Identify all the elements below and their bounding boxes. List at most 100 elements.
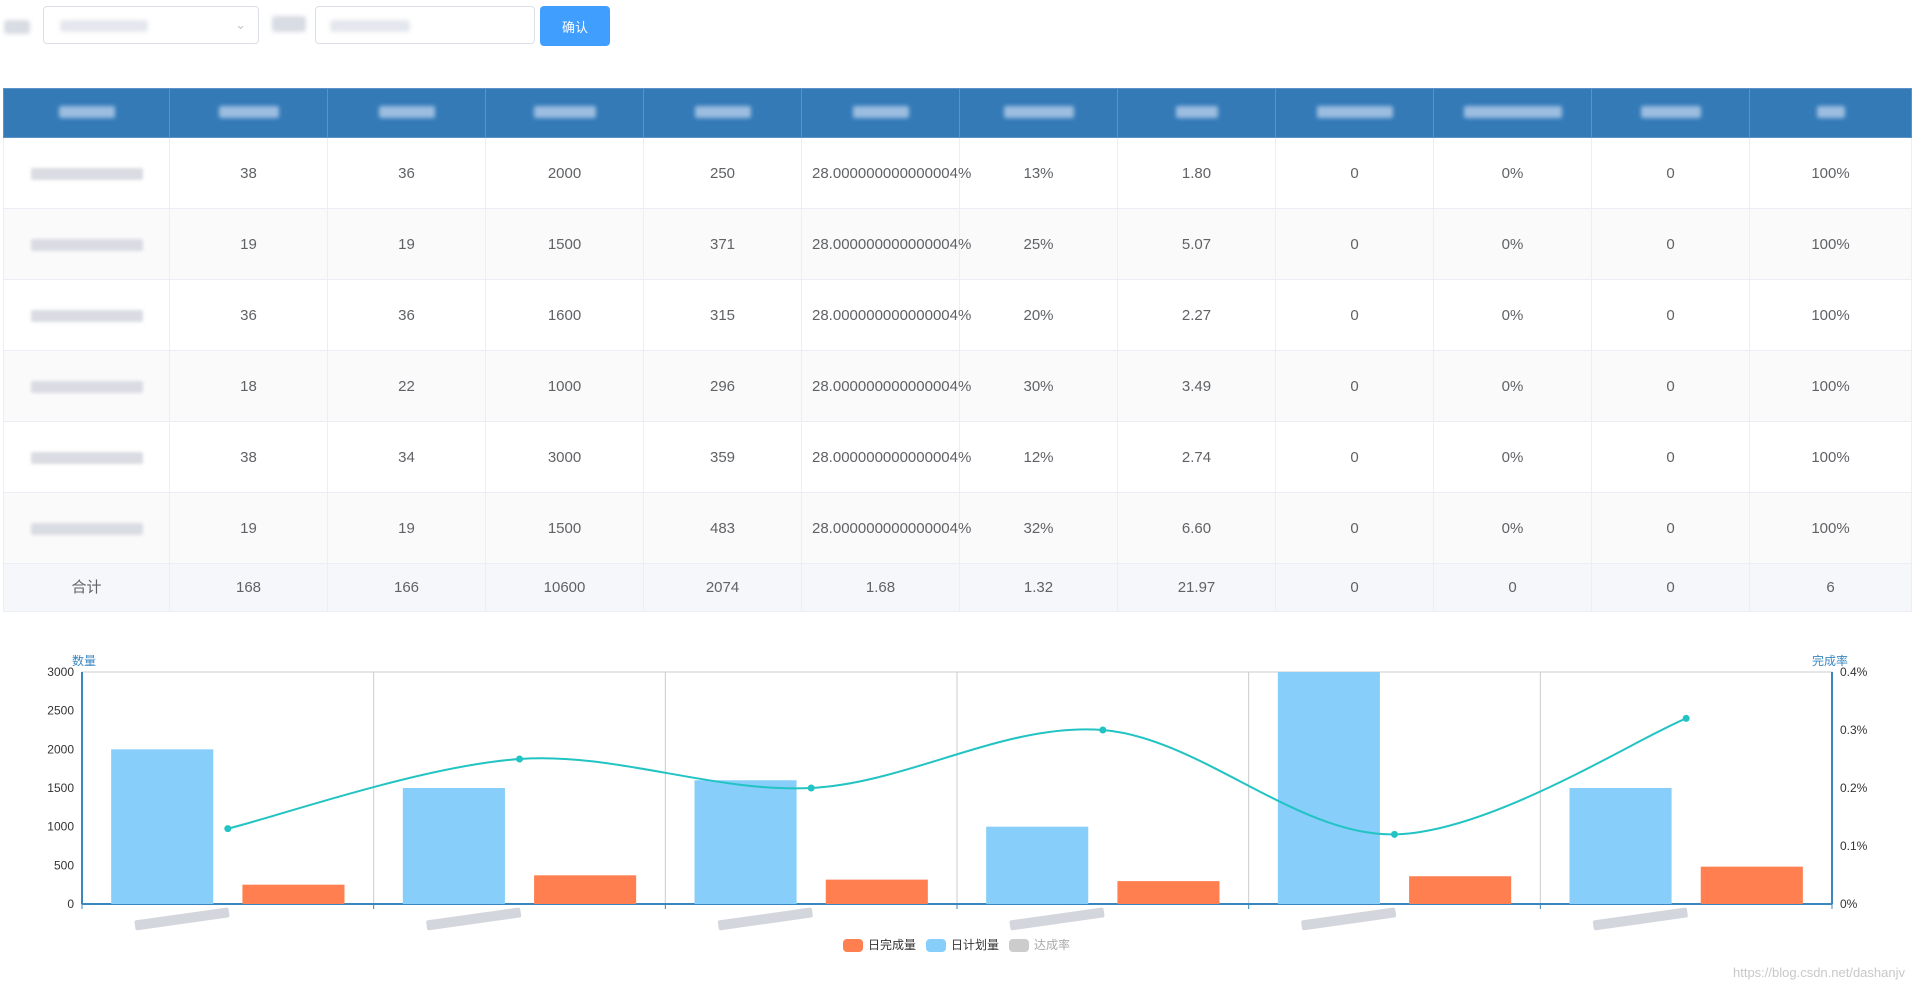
y2-axis-title: 完成率: [1812, 653, 1848, 668]
table-cell: 38: [169, 421, 328, 493]
table-cell: 0: [1275, 492, 1434, 564]
table-cell: 250: [643, 137, 802, 209]
table-cell: 2.74: [1117, 421, 1276, 493]
column-header: [1433, 88, 1592, 138]
y-tick-label: 2500: [47, 704, 74, 718]
category-label: [1009, 907, 1105, 931]
table-cell: 100%: [1749, 137, 1912, 209]
confirm-button[interactable]: 确认: [540, 6, 610, 46]
point-rate: [1099, 726, 1107, 734]
bar-plan: [1277, 672, 1380, 904]
point-rate: [516, 755, 523, 763]
y-tick-label: 1000: [47, 820, 74, 834]
table-cell: 28.000000000000004%: [801, 208, 971, 280]
column-header: [801, 88, 960, 138]
filter-label-1: [4, 20, 30, 34]
table-cell: 1.68: [801, 563, 960, 612]
table-cell: 0: [1591, 208, 1750, 280]
table-cell: 296: [643, 350, 802, 422]
bar-plan: [402, 788, 505, 904]
table-cell: 100%: [1749, 350, 1912, 422]
table-cell: 0%: [1433, 421, 1592, 493]
point-rate: [1682, 714, 1690, 722]
table-cell: 100%: [1749, 279, 1912, 351]
table-cell: 18: [169, 350, 328, 422]
bar-done: [1700, 866, 1803, 904]
table-cell: 36: [169, 279, 328, 351]
table-header-row: [3, 88, 1912, 138]
table-cell: 0%: [1433, 492, 1592, 564]
table-cell: 36: [327, 137, 486, 209]
bar-done: [534, 875, 637, 904]
table-cell: 6: [1749, 563, 1912, 612]
column-header: [1591, 88, 1750, 138]
table-cell: 3000: [485, 421, 644, 493]
point-rate: [807, 784, 815, 792]
filter-input[interactable]: [315, 6, 535, 44]
point-rate: [224, 825, 232, 833]
filter-label-2: [272, 16, 306, 32]
y-tick-label: 2000: [47, 742, 74, 756]
table-row: 38 36 2000 250 28.000000000000004% 13% 1…: [3, 137, 1912, 209]
select-placeholder: [60, 20, 148, 32]
table-cell: 315: [643, 279, 802, 351]
chevron-down-icon: ⌄: [235, 17, 246, 32]
row-name-cell: [3, 208, 170, 280]
table-cell: 0%: [1433, 208, 1592, 280]
table-cell: 0: [1591, 137, 1750, 209]
row-name-cell: [3, 421, 170, 493]
column-header: [485, 88, 644, 138]
table-cell: 168: [169, 563, 328, 612]
total-label: 合计: [3, 563, 170, 612]
table-cell: 21.97: [1117, 563, 1276, 612]
table-cell: 28.000000000000004%: [801, 421, 971, 493]
category-label: [134, 907, 230, 931]
table-cell: 2000: [485, 137, 644, 209]
bar-plan: [986, 826, 1089, 904]
table-cell: 19: [169, 208, 328, 280]
bar-done: [242, 884, 345, 904]
table-total-row: 合计 168 166 10600 2074 1.68 1.32 21.97 0 …: [3, 563, 1912, 612]
table-cell: 5.07: [1117, 208, 1276, 280]
y2-tick-label: 0.1%: [1840, 839, 1868, 853]
table-row: 19 19 1500 483 28.000000000000004% 32% 6…: [3, 492, 1912, 564]
row-name-cell: [3, 279, 170, 351]
table-cell: 19: [327, 492, 486, 564]
column-header: [169, 88, 328, 138]
legend-item: 日完成量: [868, 937, 916, 952]
filter-select[interactable]: ⌄: [43, 6, 259, 44]
column-header: [643, 88, 802, 138]
y2-tick-label: 0%: [1840, 897, 1858, 911]
category-label: [717, 907, 813, 931]
watermark: https://blog.csdn.net/dashanjv: [1732, 965, 1905, 980]
table-cell: 1.80: [1117, 137, 1276, 209]
y2-tick-label: 0.4%: [1840, 665, 1868, 679]
table-cell: 19: [169, 492, 328, 564]
table-row: 36 36 1600 315 28.000000000000004% 20% 2…: [3, 279, 1912, 351]
table-row: 19 19 1500 371 28.000000000000004% 25% 5…: [3, 208, 1912, 280]
table-cell: 0: [1275, 421, 1434, 493]
table-cell: 0: [1591, 492, 1750, 564]
table-cell: 28.000000000000004%: [801, 137, 971, 209]
table-cell: 28.000000000000004%: [801, 492, 971, 564]
table-cell: 1000: [485, 350, 644, 422]
column-header: [3, 88, 170, 138]
table-row: 38 34 3000 359 28.000000000000004% 12% 2…: [3, 421, 1912, 493]
table-cell: 0: [1275, 279, 1434, 351]
table-cell: 371: [643, 208, 802, 280]
filter-toolbar: ⌄ 确认: [0, 0, 1913, 60]
table-cell: 483: [643, 492, 802, 564]
table-cell: 28.000000000000004%: [801, 279, 971, 351]
table-cell: 1600: [485, 279, 644, 351]
table-cell: 100%: [1749, 492, 1912, 564]
bar-plan: [694, 780, 797, 904]
table-cell: 0: [1275, 350, 1434, 422]
table-cell: 100%: [1749, 421, 1912, 493]
category-label: [426, 907, 522, 931]
y-tick-label: 1500: [47, 781, 74, 795]
legend-swatch: [843, 939, 863, 952]
table-cell: 32%: [959, 492, 1118, 564]
table-cell: 0: [1275, 563, 1434, 612]
column-header: [1749, 88, 1912, 138]
table-cell: 0%: [1433, 137, 1592, 209]
